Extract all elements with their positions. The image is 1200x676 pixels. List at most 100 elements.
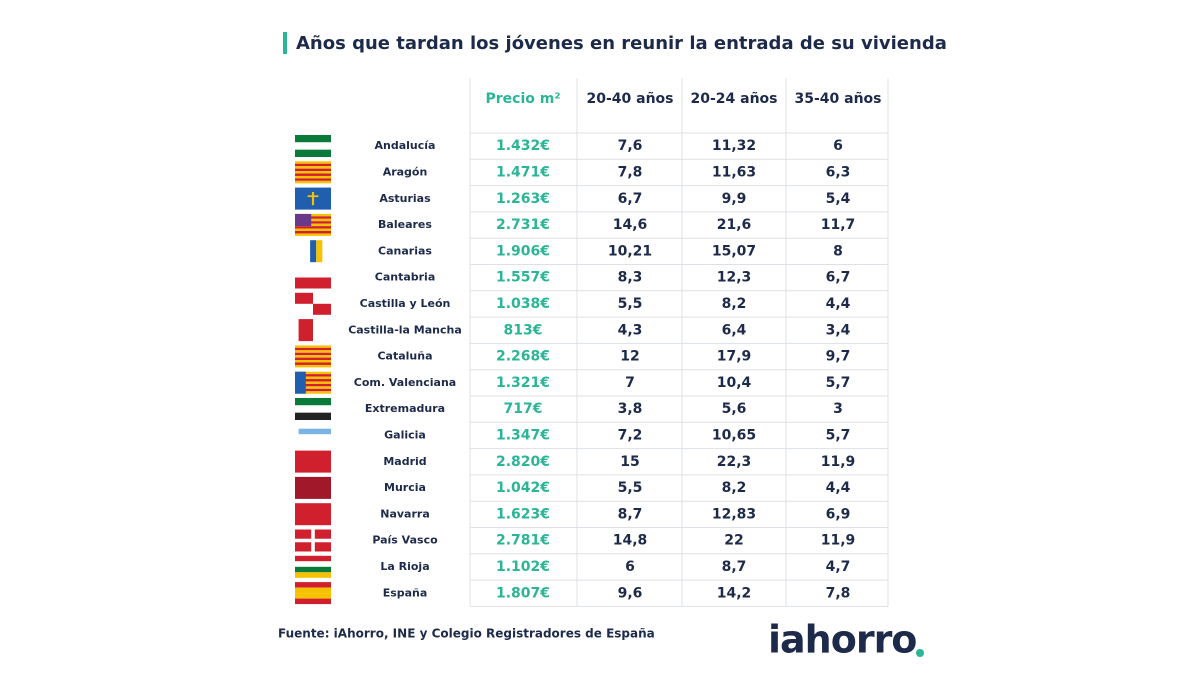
price-cell: 1.102€ [496, 559, 550, 575]
flag [295, 555, 331, 562]
flag [295, 476, 331, 499]
flag [298, 428, 331, 435]
table: Precio m² 20-40 años 20-24 años 35-40 años A… [295, 78, 889, 607]
value-cell: 6,9 [826, 506, 851, 522]
region-name: Murcia [384, 481, 426, 494]
flag [295, 538, 331, 543]
flag [295, 347, 331, 351]
value-cell: 10,21 [608, 243, 652, 259]
flag [295, 166, 331, 169]
flag [311, 192, 315, 206]
value-cell: 7,2 [618, 427, 643, 443]
value-cell: 5,4 [826, 191, 851, 207]
value-cell: 17,9 [717, 349, 752, 365]
flag [295, 175, 331, 179]
value-cell: 8,7 [722, 559, 747, 575]
flag [295, 352, 331, 356]
flag [295, 587, 331, 594]
region-name: Canarias [378, 244, 432, 257]
flag [295, 357, 331, 361]
value-cell: 4,7 [826, 559, 851, 575]
price-cell: 1.038€ [496, 296, 550, 312]
value-cell: 12,83 [712, 506, 756, 522]
region-name: Castilla-la Mancha [348, 323, 462, 336]
flag [295, 350, 331, 353]
flag [295, 173, 331, 176]
value-cell: 10,65 [712, 427, 756, 443]
flag [295, 381, 331, 384]
flag [295, 233, 331, 236]
value-cell: 4,4 [826, 296, 851, 312]
flag [295, 149, 331, 157]
value-cell: 14,6 [613, 217, 648, 233]
flag [295, 178, 331, 181]
flag [295, 171, 331, 174]
value-cell: 6,4 [722, 322, 747, 338]
flag [295, 391, 331, 394]
value-cell: 6 [833, 138, 843, 154]
value-cell: 5,7 [826, 427, 851, 443]
flag [295, 582, 331, 588]
price-cell: 1.471€ [496, 164, 550, 180]
value-cell: 8 [833, 243, 843, 259]
flag [295, 572, 331, 578]
flag [316, 240, 323, 263]
flag [295, 388, 331, 392]
flag [295, 213, 312, 226]
flag [295, 360, 331, 363]
price-cell: 813€ [504, 322, 543, 338]
value-cell: 11,63 [712, 164, 756, 180]
flag [295, 345, 331, 348]
value-cell: 3,4 [826, 322, 851, 338]
value-cell: 12 [620, 349, 639, 365]
flag [295, 371, 306, 394]
flag [295, 218, 331, 222]
price-cell: 2.268€ [496, 349, 550, 365]
value-cell: 11,9 [821, 454, 856, 470]
price-cell: 1.042€ [496, 480, 550, 496]
value-cell: 7,8 [826, 585, 851, 601]
price-cell: 1.807€ [496, 585, 550, 601]
flag [295, 221, 331, 224]
source: Fuente: iAhorro, INE y Colegio Registrad… [278, 627, 655, 641]
value-cell: 21,6 [717, 217, 752, 233]
value-cell: 8,3 [618, 270, 643, 286]
flag [304, 240, 311, 263]
region-name: España [383, 586, 428, 599]
flag [295, 163, 331, 167]
flag [313, 319, 328, 342]
logo: iahorro [768, 618, 916, 662]
value-cell: 15 [620, 454, 639, 470]
flag [295, 424, 331, 447]
flag [295, 226, 331, 229]
value-cell: 9,7 [826, 349, 851, 365]
value-cell: 9,6 [618, 585, 643, 601]
flag [295, 180, 331, 184]
value-cell: 15,07 [712, 243, 756, 259]
region-name: País Vasco [372, 534, 438, 547]
flag [295, 405, 331, 413]
column-header: 20-40 años [586, 91, 673, 107]
flag [295, 364, 331, 368]
flag [295, 412, 331, 420]
region-name: Com. Valenciana [354, 376, 456, 389]
region-name: Cantabria [375, 271, 436, 284]
column-header: 20-24 años [690, 91, 777, 107]
flag [295, 593, 331, 599]
value-cell: 6,7 [826, 270, 851, 286]
value-cell: 14,8 [613, 533, 648, 549]
flag [295, 566, 331, 573]
flag [307, 195, 319, 198]
value-cell: 14,2 [717, 585, 752, 601]
value-cell: 11,7 [821, 217, 856, 233]
title-accent [283, 32, 287, 54]
flag [295, 223, 331, 227]
flag [298, 319, 313, 342]
price-cell: 1.557€ [496, 270, 550, 286]
value-cell: 6 [625, 559, 635, 575]
region-name: Galicia [384, 428, 426, 441]
value-cell: 5,7 [826, 375, 851, 391]
region-name: Extremadura [365, 402, 445, 415]
column-header: Precio m² [486, 91, 561, 107]
